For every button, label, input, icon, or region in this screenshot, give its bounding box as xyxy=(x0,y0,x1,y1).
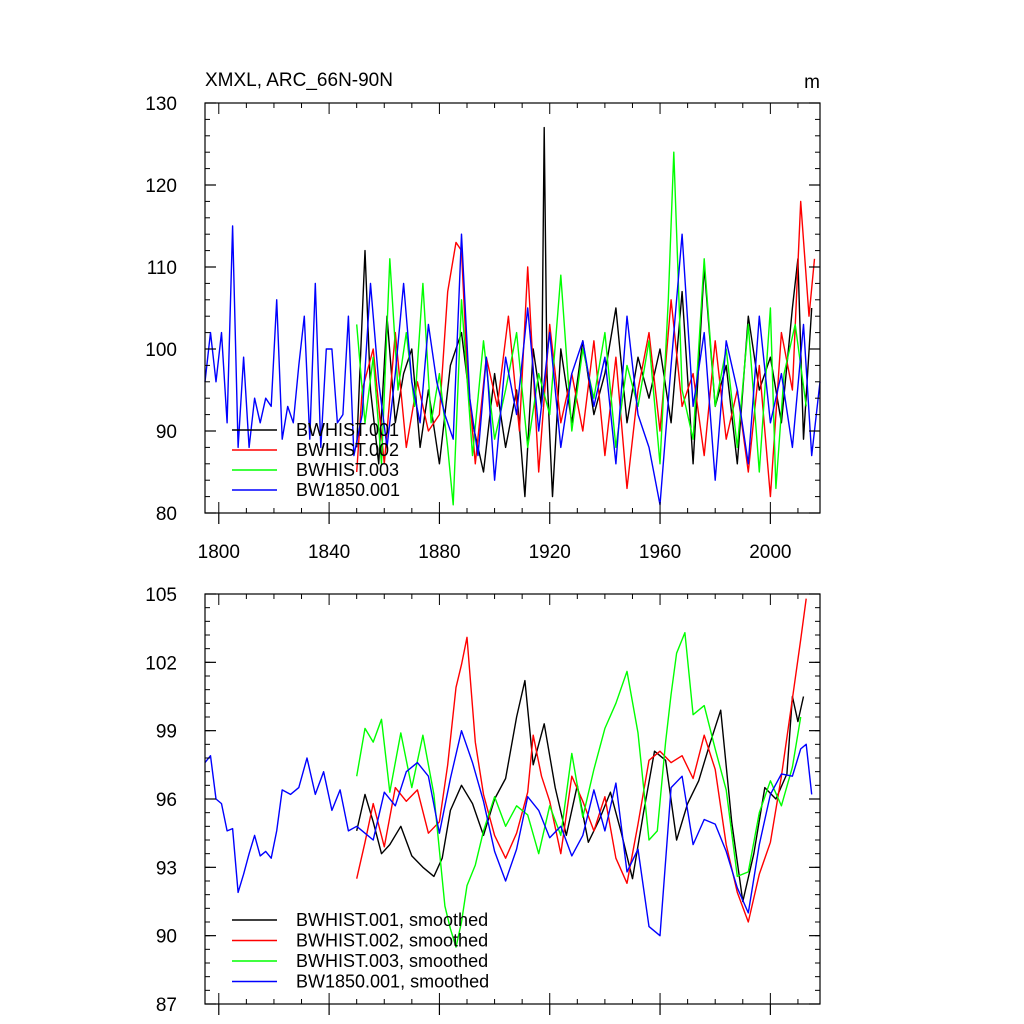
legend-label: BWHIST.002 xyxy=(296,440,399,460)
y-tick-label: 105 xyxy=(145,585,177,606)
top-axes: 80 90 100 110 120 130 1800 1840 1880 1920 1960 2000 xyxy=(145,94,820,563)
bottom-plot-area xyxy=(204,598,813,948)
y-tick-label: 93 xyxy=(156,858,177,879)
top-panel: XMXL, ARC_66N-90N m 80 90 100 110 120 130 1800… xyxy=(145,70,821,563)
legend-label: BW1850.001, smoothed xyxy=(296,972,489,992)
y-tick-label: 110 xyxy=(147,258,177,279)
y-tick-label: 102 xyxy=(145,653,177,674)
legend-label: BWHIST.003, smoothed xyxy=(296,951,488,971)
y-tick-label: 96 xyxy=(156,790,177,811)
x-tick-label: 1840 xyxy=(308,542,350,563)
y-tick-label: 87 xyxy=(156,995,177,1016)
y-tick-label: 120 xyxy=(145,176,177,197)
top-plot-frame xyxy=(204,102,821,514)
legend-label: BWHIST.002, smoothed xyxy=(296,931,488,951)
y-tick-label: 90 xyxy=(156,927,177,948)
bottom-axes: 87 90 93 96 99 102 105 xyxy=(145,585,820,1016)
series-line-3 xyxy=(356,632,802,948)
y-tick-label: 80 xyxy=(156,504,177,525)
legend-label: BWHIST.003 xyxy=(296,460,399,480)
x-tick-label: 1880 xyxy=(418,542,460,563)
series-line-1 xyxy=(356,126,813,498)
series-line-3 xyxy=(356,151,807,506)
y-tick-label: 100 xyxy=(145,340,177,361)
y-tick-label: 130 xyxy=(145,94,177,115)
legend-label: BW1850.001 xyxy=(296,480,400,500)
x-tick-label: 1920 xyxy=(529,542,571,563)
top-chart-title: XMXL, ARC_66N-90N xyxy=(205,70,393,91)
top-plot-area xyxy=(204,126,821,506)
x-tick-label: 1800 xyxy=(198,542,240,563)
legend-label: BWHIST.001 xyxy=(296,420,399,440)
series-line-4 xyxy=(204,730,813,937)
top-chart-units: m xyxy=(804,72,820,93)
x-tick-label: 1960 xyxy=(639,542,681,563)
legend-label: BWHIST.001, smoothed xyxy=(296,910,488,930)
x-tick-label: 2000 xyxy=(749,542,791,563)
y-tick-label: 99 xyxy=(156,722,177,743)
series-line-4 xyxy=(204,225,821,506)
y-tick-label: 90 xyxy=(156,422,177,443)
